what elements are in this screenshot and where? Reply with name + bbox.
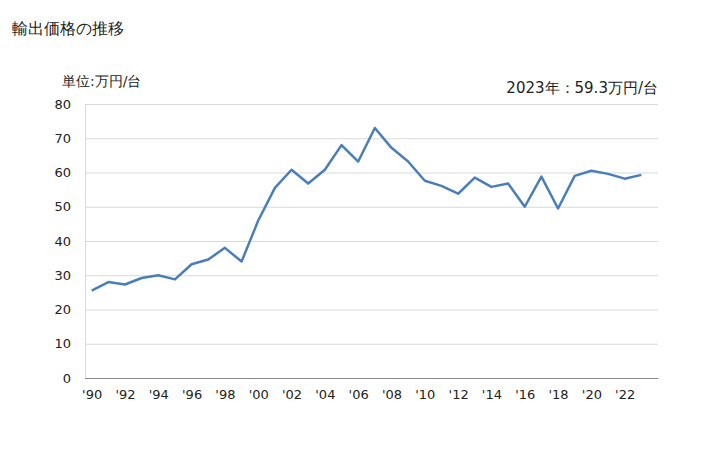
x-tick: '08 [382, 378, 402, 402]
grid-line [85, 173, 658, 174]
y-tick-label: 0 [63, 371, 71, 386]
x-tick-label: '16 [515, 387, 535, 402]
x-tick-label: '20 [582, 387, 602, 402]
x-tick-label: '18 [548, 387, 568, 402]
x-tick: '02 [282, 378, 302, 402]
x-tick-label: '02 [282, 387, 302, 402]
y-tick: 40 [54, 234, 658, 249]
y-tick: 20 [54, 302, 658, 317]
x-tick: '14 [482, 378, 502, 402]
x-tick-label: '14 [482, 387, 502, 402]
x-tick: '18 [548, 378, 568, 402]
y-tick-label: 60 [54, 165, 71, 180]
x-tick-label: '96 [182, 387, 202, 402]
x-tick: '92 [115, 378, 135, 402]
y-tick-label: 10 [54, 336, 71, 351]
y-tick: 50 [54, 199, 658, 214]
y-tick-label: 20 [54, 302, 71, 317]
y-tick-label: 80 [54, 97, 71, 112]
series-line [92, 128, 642, 291]
grid-line [85, 275, 658, 276]
x-axis-line [86, 378, 659, 379]
x-tick: '22 [615, 378, 635, 402]
y-tick: 60 [54, 165, 658, 180]
grid-line [85, 138, 658, 139]
x-tick-label: '00 [249, 387, 269, 402]
x-tick-label: '94 [149, 387, 169, 402]
y-tick: 30 [54, 268, 658, 283]
x-tick: '94 [149, 378, 169, 402]
x-tick-label: '08 [382, 387, 402, 402]
x-tick: '16 [515, 378, 535, 402]
x-tick: '98 [215, 378, 235, 402]
x-tick-label: '22 [615, 387, 635, 402]
y-tick: 0 [63, 371, 658, 386]
grid-line [85, 378, 658, 379]
y-tick-label: 40 [54, 234, 71, 249]
grid-line [85, 344, 658, 345]
y-tick: 80 [54, 97, 658, 112]
lines [92, 128, 642, 291]
y-axis-line [86, 105, 659, 379]
x-tick: '90 [82, 378, 102, 402]
grid-line [85, 241, 658, 242]
x-tick-label: '10 [415, 387, 435, 402]
title: 輸出価格の推移 [12, 19, 124, 38]
x-tick-label: '06 [349, 387, 369, 402]
y-tick: 10 [54, 336, 658, 351]
chart: 輸出価格の推移単位:万円/台 2023年：59.3万円/台 0 10 20 30 40 50 6… [0, 0, 728, 450]
annotation: 2023年：59.3万円/台 [506, 79, 658, 97]
plot: 0 10 20 30 40 50 60 70 80 '90 '92 '94 '96 '98 '00 '02 '0… [54, 97, 658, 403]
y-tick-label: 70 [54, 131, 71, 146]
x-tick: '96 [182, 378, 202, 402]
x-tick-label: '12 [449, 387, 469, 402]
x-tick: '12 [449, 378, 469, 402]
x-axis: '90 '92 '94 '96 '98 '00 '02 '04 '06 '08 '10 '12 '14 '… [82, 378, 658, 402]
grid-line [85, 207, 658, 208]
x-tick: '20 [582, 378, 602, 402]
y-tick: 70 [54, 131, 658, 146]
x-tick: '04 [315, 378, 335, 402]
x-tick: '10 [415, 378, 435, 402]
x-tick: '00 [249, 378, 269, 402]
grid-line [85, 310, 658, 311]
x-tick-label: '98 [215, 387, 235, 402]
x-tick-label: '90 [82, 387, 102, 402]
y-tick-label: 30 [54, 268, 71, 283]
x-tick-label: '92 [115, 387, 135, 402]
unit-label: 単位:万円/台 [62, 73, 141, 89]
y-axis: 0 10 20 30 40 50 60 70 80 [54, 97, 658, 386]
x-tick-label: '04 [315, 387, 335, 402]
grid-line [85, 104, 658, 105]
y-tick-label: 50 [54, 199, 71, 214]
x-tick: '06 [349, 378, 369, 402]
